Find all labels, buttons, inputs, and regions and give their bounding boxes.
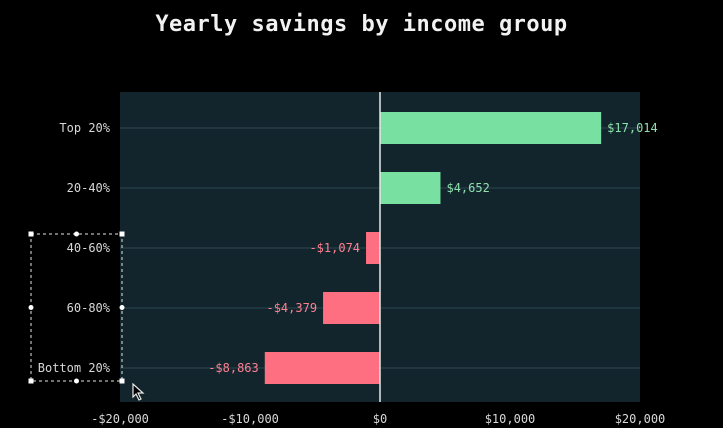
- x-tick-label: $20,000: [615, 412, 666, 426]
- category-label: 60-80%: [67, 301, 111, 315]
- bar: [264, 352, 380, 384]
- bar: [380, 112, 602, 144]
- x-tick-label: $0: [373, 412, 387, 426]
- bar: [380, 172, 441, 204]
- value-label: -$1,074: [309, 241, 360, 255]
- value-label: -$8,863: [208, 361, 259, 375]
- bars: [264, 112, 602, 384]
- value-labels: $17,014 $4,652 -$1,074 -$4,379 -$8,863: [208, 121, 658, 375]
- category-label: Bottom 20%: [38, 361, 111, 375]
- selection-box[interactable]: [28, 231, 125, 384]
- x-tick-label: -$10,000: [221, 412, 279, 426]
- chart-title: Yearly savings by income group: [155, 12, 568, 37]
- resize-handle[interactable]: [119, 231, 125, 237]
- resize-handle[interactable]: [119, 305, 125, 310]
- category-label: Top 20%: [59, 121, 110, 135]
- value-label: $4,652: [446, 181, 489, 195]
- resize-handle[interactable]: [74, 231, 79, 237]
- category-label: 40-60%: [67, 241, 111, 255]
- category-label: 20-40%: [67, 181, 111, 195]
- bar: [366, 232, 380, 264]
- x-tick-label: -$20,000: [91, 412, 149, 426]
- resize-handle[interactable]: [119, 378, 125, 384]
- resize-handle[interactable]: [28, 305, 34, 310]
- x-axis-ticks: -$20,000 -$10,000 $0 $10,000 $20,000: [91, 412, 665, 426]
- value-label: $17,014: [607, 121, 658, 135]
- category-labels: Top 20% 20-40% 40-60% 60-80% Bottom 20%: [38, 121, 111, 375]
- resize-handle[interactable]: [28, 231, 34, 237]
- resize-handle[interactable]: [74, 378, 79, 384]
- value-label: -$4,379: [266, 301, 317, 315]
- mouse-cursor-icon: [132, 383, 145, 401]
- resize-handle[interactable]: [28, 378, 34, 384]
- bar: [323, 292, 380, 324]
- x-tick-label: $10,000: [485, 412, 536, 426]
